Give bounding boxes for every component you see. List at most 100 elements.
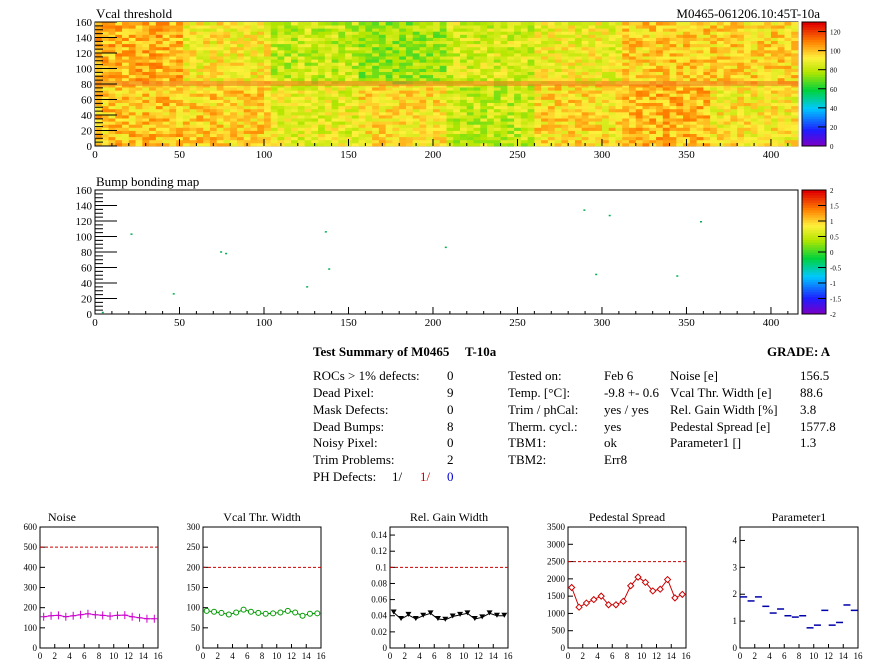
heatmap-cell xyxy=(182,40,191,45)
heatmap-cell xyxy=(642,87,650,91)
heatmap-cell xyxy=(487,133,495,138)
heatmap-cell xyxy=(615,96,623,100)
heatmap-cell xyxy=(372,108,380,113)
heatmap-cell xyxy=(588,124,596,128)
y-tick-label: 140 xyxy=(76,33,93,45)
heatmap-cell xyxy=(460,90,468,94)
heatmap-cell xyxy=(777,68,785,72)
heatmap-cell xyxy=(101,105,109,110)
heatmap-cell xyxy=(466,37,474,41)
heatmap-cell xyxy=(676,121,684,125)
heatmap-cell xyxy=(405,124,414,128)
heatmap-cell xyxy=(446,118,454,122)
heatmap-cell xyxy=(757,93,765,97)
heatmap-cell xyxy=(629,115,637,119)
heatmap-cell xyxy=(257,96,265,100)
heatmap-cell xyxy=(520,28,529,32)
heatmap-cell xyxy=(750,77,758,82)
heatmap-cell xyxy=(115,115,123,119)
heatmap-cell xyxy=(122,124,130,128)
heatmap-cell xyxy=(358,43,366,48)
heatmap-cell xyxy=(176,108,184,113)
heatmap-cell xyxy=(547,139,556,144)
heatmap-cell xyxy=(331,46,339,51)
heatmap-cell xyxy=(385,121,393,125)
heatmap-cell xyxy=(243,121,251,125)
heatmap-cell xyxy=(365,136,373,141)
heatmap-cell xyxy=(534,28,542,32)
heatmap-cell xyxy=(142,56,150,60)
heatmap-cell xyxy=(764,142,772,147)
heatmap-cell xyxy=(216,71,224,76)
heatmap-cell xyxy=(480,40,488,45)
heatmap-cell xyxy=(108,34,116,38)
heatmap-cell xyxy=(216,139,224,144)
heatmap-cell xyxy=(784,127,792,131)
y-tick-label: 40 xyxy=(81,278,93,290)
heatmap-cell xyxy=(554,65,562,69)
heatmap-cell xyxy=(561,22,569,26)
heatmap-cell xyxy=(649,56,657,60)
heatmap-cell xyxy=(723,62,731,66)
heatmap-cell xyxy=(642,136,650,141)
heatmap-cell xyxy=(182,28,191,32)
bump-point xyxy=(676,275,679,277)
heatmap-cell xyxy=(676,71,684,76)
heatmap-cell xyxy=(520,43,529,48)
heatmap-cell xyxy=(182,34,191,38)
heatmap-cell xyxy=(203,130,211,134)
heatmap-cell xyxy=(750,43,758,48)
heatmap-cell xyxy=(297,25,305,29)
data-point xyxy=(247,608,254,615)
heatmap-cell xyxy=(291,96,299,100)
heatmap-cell xyxy=(541,99,549,103)
heatmap-cell xyxy=(554,136,562,141)
heatmap-cell xyxy=(520,90,529,94)
heatmap-cell xyxy=(196,130,204,134)
heatmap-cell xyxy=(676,105,684,110)
x-tick-label: 350 xyxy=(678,149,695,161)
heatmap-cell xyxy=(257,136,265,141)
heatmap-cell xyxy=(791,102,799,107)
heatmap-cell xyxy=(223,37,231,41)
heatmap-cell xyxy=(460,118,468,122)
heatmap-cell xyxy=(318,130,326,134)
heatmap-cell xyxy=(493,111,501,116)
heatmap-cell xyxy=(487,22,495,26)
heatmap-cell xyxy=(250,121,258,125)
heatmap-cell xyxy=(500,124,508,128)
heatmap-cell xyxy=(622,65,630,69)
heatmap-cell xyxy=(615,37,623,41)
heatmap-cell xyxy=(453,124,461,128)
heatmap-cell xyxy=(108,121,116,125)
heatmap-cell xyxy=(568,105,576,110)
data-point xyxy=(70,611,77,620)
heatmap-cell xyxy=(716,40,725,45)
colorbar-step xyxy=(802,209,826,213)
heatmap-cell xyxy=(466,96,474,100)
colorbar-step xyxy=(802,31,826,35)
heatmap-cell xyxy=(419,34,427,38)
heatmap-cell xyxy=(507,77,515,82)
heatmap-cell xyxy=(493,65,501,69)
heatmap-cell xyxy=(507,25,515,29)
bump-point xyxy=(306,286,309,288)
heatmap-cell xyxy=(703,133,711,138)
heatmap-cell xyxy=(777,37,785,41)
heatmap-cell xyxy=(426,28,434,32)
heatmap-cell xyxy=(426,115,434,119)
heatmap-cell xyxy=(777,102,785,107)
heatmap-cell xyxy=(162,37,170,41)
heatmap-cell xyxy=(277,124,285,128)
heatmap-cell xyxy=(574,43,583,48)
heatmap-cell xyxy=(399,105,407,110)
heatmap-cell xyxy=(554,40,562,45)
heatmap-cell xyxy=(561,102,569,107)
heatmap-cell xyxy=(358,93,366,97)
heatmap-cell xyxy=(358,28,366,32)
heatmap-cell xyxy=(399,77,407,82)
heatmap-cell xyxy=(507,43,515,48)
heatmap-cell xyxy=(297,62,305,66)
heatmap-cell xyxy=(257,90,265,94)
heatmap-cell xyxy=(710,40,718,45)
